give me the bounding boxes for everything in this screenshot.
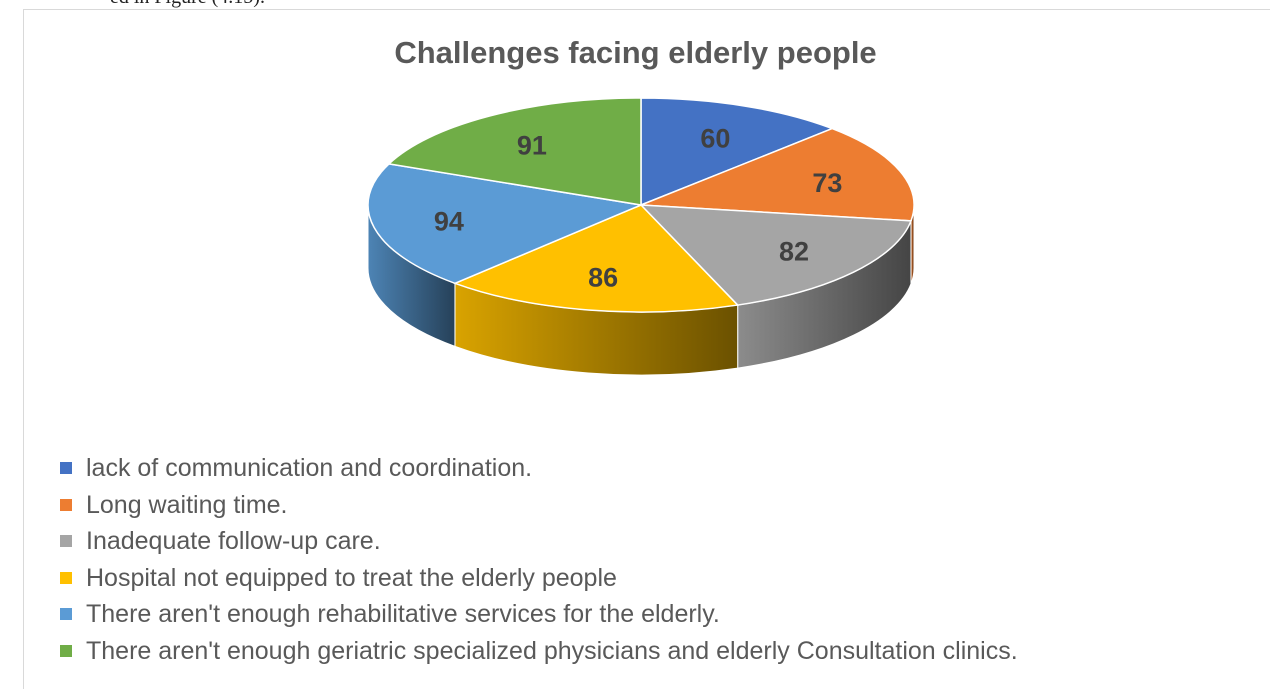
legend-swatch [60,644,72,657]
slice-value-label: 91 [517,130,547,160]
pie-side-walls [367,204,915,376]
pie-slice-1 [640,97,835,207]
legend-item: Inadequate follow-up care. [60,523,1018,560]
previous-page-text-fragment: ed in Figure (4.15). [0,0,1271,12]
legend-label: Hospital not equipped to treat the elder… [86,563,617,592]
legend-swatch [60,571,72,584]
pie-data-labels: 60 73 82 86 94 91 [434,124,843,293]
pie-top-faces [367,97,915,313]
slice-value-label: 82 [779,237,809,267]
legend-item: Hospital not equipped to treat the elder… [60,560,1018,597]
legend-item: lack of communication and coordination. [60,450,1018,487]
legend-item: Long waiting time. [60,487,1018,524]
legend-label: lack of communication and coordination. [86,454,533,482]
caption-fragment: ed in Figure (4.15). [110,0,265,9]
pie-slice-5 [367,163,644,285]
pie-slice-4 [452,204,740,313]
legend-item: There aren't enough rehabilitative servi… [60,596,1018,633]
legend-swatch [60,462,72,475]
slice-value-label: 94 [434,206,464,236]
legend-swatch [60,608,72,621]
legend-label: There aren't enough geriatric specialize… [86,636,1018,665]
legend-label: There aren't enough rehabilitative servi… [86,600,720,628]
pie-slice-3 [639,204,913,306]
legend-label: Inadequate follow-up care. [86,527,381,555]
slice-value-label: 60 [700,124,730,154]
chart-frame [23,9,1270,689]
legend-item: There aren't enough geriatric specialize… [60,633,1018,670]
chart-title: Challenges facing elderly people [394,35,877,70]
pie-slice-2 [640,127,915,222]
legend-swatch [60,535,72,548]
legend-label: Long waiting time. [86,490,288,519]
chart-legend: lack of communication and coordination. L… [60,450,1018,669]
slice-value-label: 73 [812,168,842,198]
pie-slice-6 [387,97,642,206]
slice-value-label: 86 [588,262,618,292]
legend-swatch [60,498,72,511]
